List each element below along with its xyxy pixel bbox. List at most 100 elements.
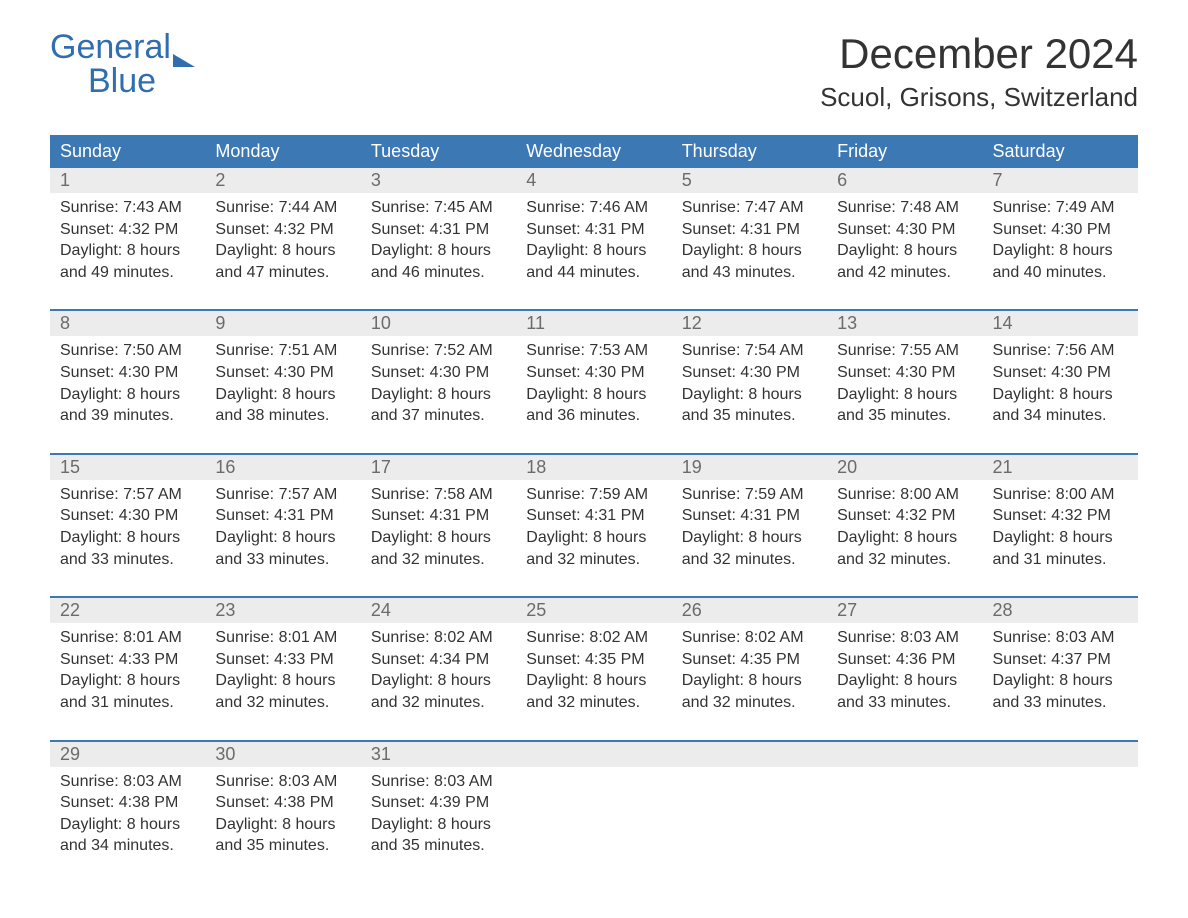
- daylight-label: Daylight:: [60, 672, 122, 689]
- sunrise-value: 7:49 AM: [1056, 199, 1115, 216]
- sunset-line: Sunset: 4:38 PM: [215, 792, 350, 814]
- sunset-line: Sunset: 4:35 PM: [682, 649, 817, 671]
- daylight-line: Daylight: 8 hours and 35 minutes.: [371, 814, 506, 857]
- sunrise-line: Sunrise: 7:59 AM: [526, 484, 661, 506]
- day-body-row: Sunrise: 7:50 AMSunset: 4:30 PMDaylight:…: [50, 336, 1138, 434]
- sunrise-value: 7:59 AM: [745, 486, 804, 503]
- weekday-header: Saturday: [983, 135, 1138, 168]
- day-number-row: 891011121314: [50, 311, 1138, 336]
- sunset-label: Sunset:: [837, 221, 891, 238]
- page-subtitle: Scuol, Grisons, Switzerland: [820, 82, 1138, 113]
- sunset-line: Sunset: 4:33 PM: [60, 649, 195, 671]
- day-number: 15: [50, 455, 205, 480]
- daylight-label: Daylight:: [215, 242, 277, 259]
- sunset-label: Sunset:: [215, 221, 269, 238]
- day-number: [516, 742, 671, 767]
- day-cell: Sunrise: 7:53 AMSunset: 4:30 PMDaylight:…: [516, 336, 671, 434]
- daylight-line: Daylight: 8 hours and 32 minutes.: [526, 527, 661, 570]
- daylight-line: Daylight: 8 hours and 49 minutes.: [60, 240, 195, 283]
- sunrise-label: Sunrise:: [993, 342, 1052, 359]
- sunset-value: 4:35 PM: [585, 651, 645, 668]
- sunrise-line: Sunrise: 8:03 AM: [60, 771, 195, 793]
- page-header: General Blue December 2024 Scuol, Grison…: [50, 30, 1138, 113]
- sunset-value: 4:31 PM: [274, 507, 334, 524]
- day-number: 31: [361, 742, 516, 767]
- day-number-row: 1234567: [50, 168, 1138, 193]
- day-cell: Sunrise: 7:59 AMSunset: 4:31 PMDaylight:…: [672, 480, 827, 578]
- sunrise-label: Sunrise:: [682, 342, 741, 359]
- daylight-line: Daylight: 8 hours and 46 minutes.: [371, 240, 506, 283]
- sunrise-value: 8:02 AM: [745, 629, 804, 646]
- day-number: 2: [205, 168, 360, 193]
- sunset-value: 4:30 PM: [119, 507, 179, 524]
- sunset-value: 4:31 PM: [585, 221, 645, 238]
- calendar: SundayMondayTuesdayWednesdayThursdayFrid…: [50, 135, 1138, 865]
- sunset-label: Sunset:: [682, 221, 736, 238]
- day-cell: Sunrise: 7:54 AMSunset: 4:30 PMDaylight:…: [672, 336, 827, 434]
- day-cell: Sunrise: 8:03 AMSunset: 4:39 PMDaylight:…: [361, 767, 516, 865]
- sunrise-value: 7:58 AM: [434, 486, 493, 503]
- daylight-label: Daylight:: [371, 816, 433, 833]
- sunrise-label: Sunrise:: [215, 629, 274, 646]
- sunrise-value: 7:59 AM: [589, 486, 648, 503]
- sunset-line: Sunset: 4:34 PM: [371, 649, 506, 671]
- daylight-label: Daylight:: [682, 529, 744, 546]
- daylight-label: Daylight:: [993, 672, 1055, 689]
- sunrise-label: Sunrise:: [371, 199, 430, 216]
- daylight-line: Daylight: 8 hours and 34 minutes.: [60, 814, 195, 857]
- daylight-line: Daylight: 8 hours and 33 minutes.: [837, 670, 972, 713]
- weekday-header: Sunday: [50, 135, 205, 168]
- daylight-line: Daylight: 8 hours and 44 minutes.: [526, 240, 661, 283]
- day-number: 11: [516, 311, 671, 336]
- daylight-line: Daylight: 8 hours and 32 minutes.: [682, 670, 817, 713]
- sunset-line: Sunset: 4:32 PM: [215, 219, 350, 241]
- sunrise-value: 7:46 AM: [589, 199, 648, 216]
- day-cell: Sunrise: 8:01 AMSunset: 4:33 PMDaylight:…: [205, 623, 360, 721]
- sunset-line: Sunset: 4:31 PM: [526, 219, 661, 241]
- sunrise-value: 7:53 AM: [589, 342, 648, 359]
- day-number: 24: [361, 598, 516, 623]
- calendar-week: 891011121314Sunrise: 7:50 AMSunset: 4:30…: [50, 309, 1138, 434]
- sunrise-label: Sunrise:: [682, 486, 741, 503]
- sunset-line: Sunset: 4:32 PM: [837, 505, 972, 527]
- sunrise-label: Sunrise:: [371, 342, 430, 359]
- day-number: 27: [827, 598, 982, 623]
- sunrise-label: Sunrise:: [215, 773, 274, 790]
- day-cell: [672, 767, 827, 865]
- sunrise-line: Sunrise: 7:46 AM: [526, 197, 661, 219]
- day-number: [983, 742, 1138, 767]
- sunrise-value: 8:01 AM: [279, 629, 338, 646]
- sunrise-line: Sunrise: 7:45 AM: [371, 197, 506, 219]
- day-number: 17: [361, 455, 516, 480]
- daylight-line: Daylight: 8 hours and 32 minutes.: [682, 527, 817, 570]
- sunrise-line: Sunrise: 7:57 AM: [215, 484, 350, 506]
- sunrise-line: Sunrise: 8:01 AM: [215, 627, 350, 649]
- daylight-label: Daylight:: [682, 242, 744, 259]
- brand-logo: General Blue: [50, 30, 195, 98]
- daylight-label: Daylight:: [837, 242, 899, 259]
- daylight-label: Daylight:: [526, 529, 588, 546]
- sunrise-line: Sunrise: 8:02 AM: [371, 627, 506, 649]
- day-number: 7: [983, 168, 1138, 193]
- sunset-value: 4:36 PM: [896, 651, 956, 668]
- day-number: 28: [983, 598, 1138, 623]
- sunset-line: Sunset: 4:30 PM: [837, 219, 972, 241]
- day-cell: Sunrise: 7:59 AMSunset: 4:31 PMDaylight:…: [516, 480, 671, 578]
- sunrise-label: Sunrise:: [526, 342, 585, 359]
- calendar-week: 293031Sunrise: 8:03 AMSunset: 4:38 PMDay…: [50, 740, 1138, 865]
- day-number: 18: [516, 455, 671, 480]
- daylight-label: Daylight:: [60, 242, 122, 259]
- day-body-row: Sunrise: 8:03 AMSunset: 4:38 PMDaylight:…: [50, 767, 1138, 865]
- sunset-line: Sunset: 4:38 PM: [60, 792, 195, 814]
- sunrise-value: 8:00 AM: [900, 486, 959, 503]
- daylight-label: Daylight:: [993, 529, 1055, 546]
- day-cell: Sunrise: 7:45 AMSunset: 4:31 PMDaylight:…: [361, 193, 516, 291]
- sunrise-value: 7:57 AM: [279, 486, 338, 503]
- day-number: 3: [361, 168, 516, 193]
- sunset-label: Sunset:: [682, 651, 736, 668]
- day-cell: Sunrise: 7:57 AMSunset: 4:31 PMDaylight:…: [205, 480, 360, 578]
- day-number: 21: [983, 455, 1138, 480]
- sunset-label: Sunset:: [60, 507, 114, 524]
- sunrise-value: 7:45 AM: [434, 199, 493, 216]
- day-cell: Sunrise: 8:03 AMSunset: 4:38 PMDaylight:…: [205, 767, 360, 865]
